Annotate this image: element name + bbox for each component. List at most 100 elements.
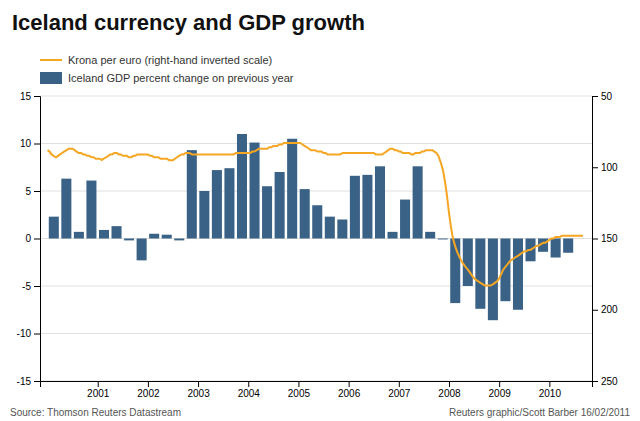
tick: -5	[22, 281, 40, 292]
tick-label: 2009	[489, 388, 512, 399]
title: Iceland currency and GDP growth	[12, 10, 365, 35]
tick-label: 10	[20, 138, 32, 149]
tick: 2007	[388, 381, 411, 399]
tick-mark	[34, 191, 40, 192]
tick-label: -15	[17, 376, 32, 387]
bar	[312, 205, 322, 238]
grid	[40, 96, 592, 381]
bar	[49, 217, 59, 239]
tick-mark	[399, 381, 400, 387]
plot-area: 2001200220032004200520062007200820092010…	[17, 91, 619, 399]
tick-label: 2004	[238, 388, 261, 399]
bar	[224, 168, 234, 238]
tick: -15	[17, 376, 40, 387]
tick-mark	[499, 381, 500, 387]
tick-mark	[98, 381, 99, 387]
tick-label: 2007	[388, 388, 411, 399]
tick: 2006	[338, 381, 361, 399]
bar	[300, 189, 310, 238]
annotation: Reuters graphic/Scott Barber 16/02/2011	[449, 407, 630, 418]
tick: 2009	[489, 381, 512, 399]
bar	[262, 186, 272, 238]
bar	[563, 239, 573, 253]
tick-label: 2010	[539, 388, 562, 399]
x-axis: 2001 2002 2003 2004 2005 2006 2007 2008 2009 2010	[41, 381, 593, 399]
tick-label: 100	[601, 162, 618, 173]
grid-line	[40, 96, 592, 97]
tick-label: 2002	[137, 388, 160, 399]
bar	[438, 238, 448, 240]
bar	[413, 166, 423, 238]
bar	[475, 239, 485, 309]
marks	[48, 134, 583, 320]
bar	[287, 139, 297, 239]
tick-mark	[592, 167, 598, 168]
legend-swatch	[40, 59, 62, 61]
bar	[212, 170, 222, 238]
bar	[162, 235, 172, 239]
tick-mark	[34, 334, 40, 335]
legend: Krona per euro (right-hand inverted scal…	[40, 54, 294, 84]
tick-mark	[549, 381, 550, 387]
tick-label: 150	[601, 233, 618, 244]
tick-label: -5	[22, 281, 31, 292]
legend-item: Krona per euro (right-hand inverted scal…	[40, 54, 272, 66]
tick-label: 15	[20, 91, 32, 102]
annotation: Source: Thomson Reuters Datastream	[10, 407, 181, 418]
tick: 15	[20, 91, 40, 102]
tick-label: 2003	[187, 388, 210, 399]
tick-label: 2008	[438, 388, 461, 399]
chart-svg: 2001200220032004200520062007200820092010…	[0, 0, 640, 421]
bar	[199, 191, 209, 239]
bar	[551, 239, 561, 258]
tick-mark	[148, 381, 149, 387]
tick: 5	[25, 186, 40, 197]
legend-swatch	[40, 72, 62, 84]
tick: 2002	[137, 381, 160, 399]
tick-label: 250	[601, 376, 618, 387]
bar	[275, 172, 285, 239]
bar	[86, 181, 96, 239]
tick-mark	[592, 381, 598, 382]
tick: 2005	[288, 381, 311, 399]
axis-line	[34, 97, 41, 382]
bar	[61, 179, 71, 239]
axis-line	[593, 97, 599, 382]
tick-mark	[248, 381, 249, 387]
tick-mark	[34, 286, 40, 287]
tick: 250	[592, 376, 618, 387]
grid-line	[40, 143, 592, 144]
bar	[488, 239, 498, 321]
tick-mark	[198, 381, 199, 387]
grid-line	[40, 191, 592, 192]
tick-mark	[34, 144, 40, 145]
bar	[388, 232, 398, 239]
tick-mark	[34, 96, 40, 97]
tick: 200	[592, 304, 618, 315]
tick-label: 50	[601, 91, 613, 102]
tick-label: 0	[25, 233, 31, 244]
bar	[463, 239, 473, 287]
bar	[400, 200, 410, 239]
tick-label: 5	[25, 186, 31, 197]
tick-mark	[592, 310, 598, 311]
bar	[237, 134, 247, 239]
tick: 100	[592, 162, 618, 173]
tick-label: 2006	[338, 388, 361, 399]
tick-mark	[592, 239, 598, 240]
tick: 2003	[187, 381, 210, 399]
tick-label: 200	[601, 304, 618, 315]
chart-container: 2001200220032004200520062007200820092010…	[0, 0, 640, 421]
bar	[99, 230, 109, 239]
tick: 50	[592, 91, 613, 102]
tick: 2008	[438, 381, 461, 399]
bar	[187, 150, 197, 238]
tick: 10	[20, 138, 40, 149]
legend-label: Iceland GDP percent change on previous y…	[68, 72, 294, 84]
tick-label: 2001	[87, 388, 110, 399]
bar	[112, 226, 122, 238]
tick-mark	[298, 381, 299, 387]
bar	[375, 166, 385, 238]
bar	[362, 175, 372, 239]
bar	[337, 220, 347, 239]
